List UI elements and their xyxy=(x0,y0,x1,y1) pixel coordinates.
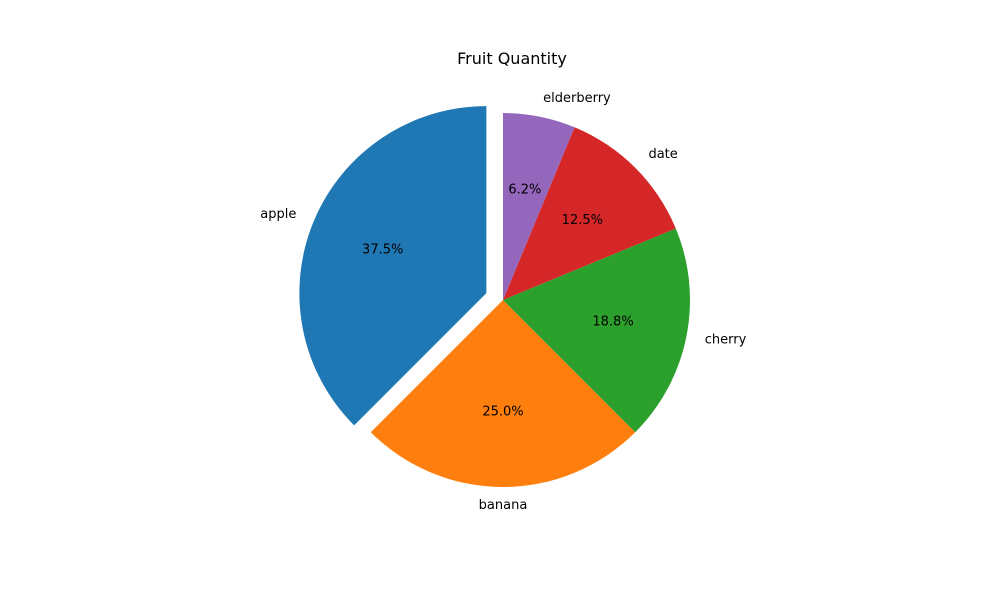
labels-layer: apple 37.5% banana 25.0% cherry 18.8% date 12.5… xyxy=(260,91,746,513)
slice-label-cherry: cherry xyxy=(705,333,747,348)
slice-percent-date: 12.5% xyxy=(562,213,603,228)
slice-percent-elderberry: 6.2% xyxy=(508,182,541,197)
slice-percent-banana: 25.0% xyxy=(482,405,523,420)
slice-label-elderberry: elderberry xyxy=(543,91,611,106)
slices-layer xyxy=(299,106,690,487)
pie-slice-banana xyxy=(370,300,636,487)
chart-title: Fruit Quantity xyxy=(457,49,567,68)
pie-slice-date xyxy=(503,127,676,300)
slice-label-banana: banana xyxy=(479,498,528,513)
slice-label-date: date xyxy=(648,147,677,162)
slice-label-apple: apple xyxy=(260,207,296,222)
slice-percent-apple: 37.5% xyxy=(362,243,403,258)
pie-slice-elderberry xyxy=(503,113,575,300)
pie-slice-cherry xyxy=(503,228,690,433)
pie-slice-apple xyxy=(299,106,487,426)
slice-percent-cherry: 18.8% xyxy=(592,314,633,329)
